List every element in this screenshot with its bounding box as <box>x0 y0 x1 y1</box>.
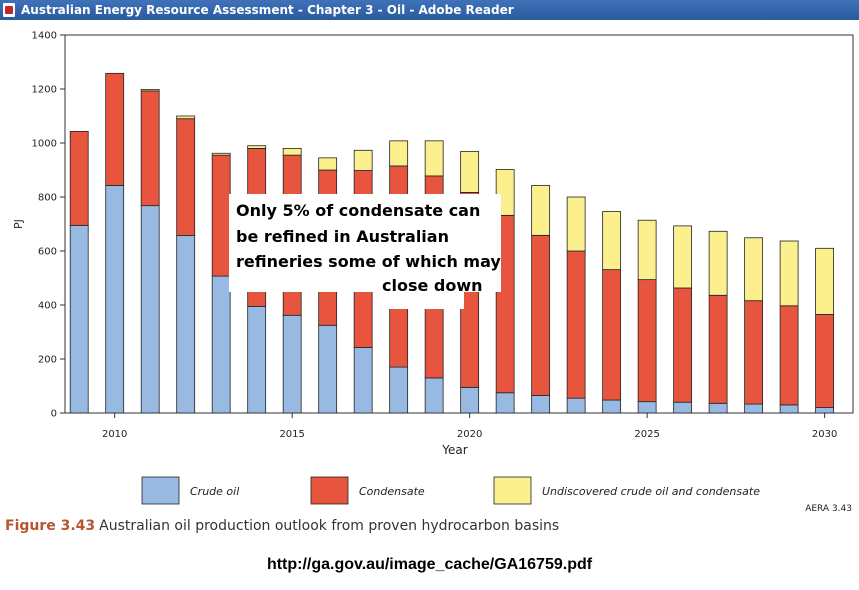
legend-label-0: Crude oil <box>190 485 239 498</box>
source-url[interactable]: http://ga.gov.au/image_cache/GA16759.pdf <box>266 556 593 573</box>
bar-2028-series-0 <box>744 403 764 414</box>
figure-number: Figure 3.43 <box>5 518 96 534</box>
bar-2009-series-0 <box>69 224 89 414</box>
figure-caption-line: Figure 3.43 Australian oil production out… <box>5 518 559 534</box>
bar-2010-series-0 <box>105 184 125 414</box>
x-tick-label: 2010 <box>102 429 127 440</box>
x-axis: 2010 2015 2020 2025 2030 Year <box>102 413 837 457</box>
window-title: Australian Energy Resource Assessment - … <box>21 3 514 17</box>
bar-2015-series-0 <box>282 314 302 414</box>
bar-2012-series-0 <box>176 235 196 414</box>
bar-2011-series-0 <box>140 205 160 414</box>
bar-2013-series-1 <box>211 154 231 277</box>
y-tick-label: 1200 <box>32 85 57 96</box>
bar-2023-series-0 <box>566 397 586 414</box>
x-tick-label: 2025 <box>634 429 659 440</box>
annotation-text: be refined in Australian <box>236 227 449 246</box>
bar-2023-series-2 <box>566 196 586 252</box>
bar-2018-series-2 <box>389 140 409 167</box>
y-tick-label: 800 <box>38 193 57 204</box>
bar-2024-series-0 <box>602 399 622 414</box>
bar-2022-series-2 <box>531 184 551 236</box>
bar-2026-series-0 <box>673 401 693 414</box>
legend-label-1: Condensate <box>359 485 425 498</box>
bar-area <box>69 72 835 414</box>
bar-2015-series-2 <box>282 147 302 156</box>
bar-2017-series-2 <box>353 149 373 171</box>
bar-2009-series-1 <box>69 130 89 226</box>
y-tick-label: 600 <box>38 247 57 258</box>
legend-swatch-0 <box>141 476 180 505</box>
bar-2027-series-1 <box>708 294 728 404</box>
bar-2029-series-2 <box>779 240 799 307</box>
annotation-box <box>229 194 501 292</box>
bar-2019-series-0 <box>424 377 444 414</box>
annotation-text: Only 5% of condensate can <box>236 201 480 220</box>
figure-credit: AERA 3.43 <box>805 504 852 514</box>
x-axis-label: Year <box>441 443 467 457</box>
bar-2020-series-0 <box>460 386 480 414</box>
bar-2019-series-2 <box>424 140 444 177</box>
bar-2023-series-1 <box>566 250 586 399</box>
bar-2024-series-2 <box>602 211 622 271</box>
y-tick-label: 400 <box>38 301 57 312</box>
x-tick-label: 2015 <box>279 429 304 440</box>
bar-2018-series-0 <box>389 366 409 414</box>
legend-label-2: Undiscovered crude oil and condensate <box>542 485 760 498</box>
bar-2012-series-1 <box>176 118 196 237</box>
y-axis-label: PJ <box>12 219 25 229</box>
bar-2025-series-0 <box>637 401 657 414</box>
bar-2010-series-1 <box>105 72 125 186</box>
chart-annotation: Only 5% of condensate can be refined in A… <box>229 194 501 309</box>
bar-2016-series-2 <box>318 157 338 171</box>
bar-2017-series-0 <box>353 346 373 414</box>
bar-2022-series-0 <box>531 395 551 414</box>
y-tick-label: 200 <box>38 355 57 366</box>
annotation-text: close down <box>382 276 483 295</box>
bar-2021-series-0 <box>495 392 515 414</box>
bar-2028-series-2 <box>744 237 764 302</box>
bar-2025-series-2 <box>637 219 657 281</box>
bar-2026-series-1 <box>673 287 693 403</box>
pdf-icon <box>3 3 15 17</box>
bar-2024-series-1 <box>602 269 622 401</box>
bar-2029-series-1 <box>779 305 799 406</box>
legend-swatch-2 <box>493 476 532 505</box>
y-tick-label: 1000 <box>32 139 57 150</box>
annotation-box-tail <box>382 292 464 309</box>
bar-2027-series-0 <box>708 402 728 414</box>
bar-2027-series-2 <box>708 230 728 296</box>
bar-2014-series-2 <box>247 145 267 149</box>
bar-2012-series-2 <box>176 115 196 120</box>
y-tick-label: 0 <box>51 409 57 420</box>
chart-legend: Crude oil Condensate Undiscovered crude oi… <box>141 476 760 505</box>
x-tick-label: 2030 <box>812 429 837 440</box>
bar-2016-series-0 <box>318 324 338 414</box>
annotation-text: refineries some of which may <box>236 252 501 271</box>
bar-2028-series-1 <box>744 300 764 405</box>
bar-2030-series-1 <box>815 314 835 409</box>
window-title-bar: Australian Energy Resource Assessment - … <box>0 0 859 20</box>
legend-swatch-1 <box>310 476 349 505</box>
bar-2011-series-2 <box>140 89 160 92</box>
oil-production-chart: 0 200 400 600 800 1000 1200 1400 PJ 2010 2015 2020… <box>12 31 854 514</box>
x-tick-label: 2020 <box>457 429 482 440</box>
bar-2022-series-1 <box>531 234 551 396</box>
bar-2029-series-0 <box>779 404 799 414</box>
plot-frame <box>64 34 854 414</box>
bar-2011-series-1 <box>140 90 160 207</box>
bar-2026-series-2 <box>673 225 693 289</box>
bar-2030-series-2 <box>815 247 835 315</box>
bar-2014-series-0 <box>247 305 267 414</box>
y-axis: 0 200 400 600 800 1000 1200 1400 PJ <box>12 31 854 420</box>
figure-caption: Australian oil production outlook from p… <box>99 518 560 534</box>
bar-2013-series-2 <box>211 152 231 156</box>
bar-2013-series-0 <box>211 275 231 414</box>
y-tick-label: 1400 <box>32 31 57 42</box>
bar-2025-series-1 <box>637 279 657 403</box>
bar-2020-series-2 <box>460 150 480 193</box>
bar-2030-series-0 <box>815 407 835 414</box>
